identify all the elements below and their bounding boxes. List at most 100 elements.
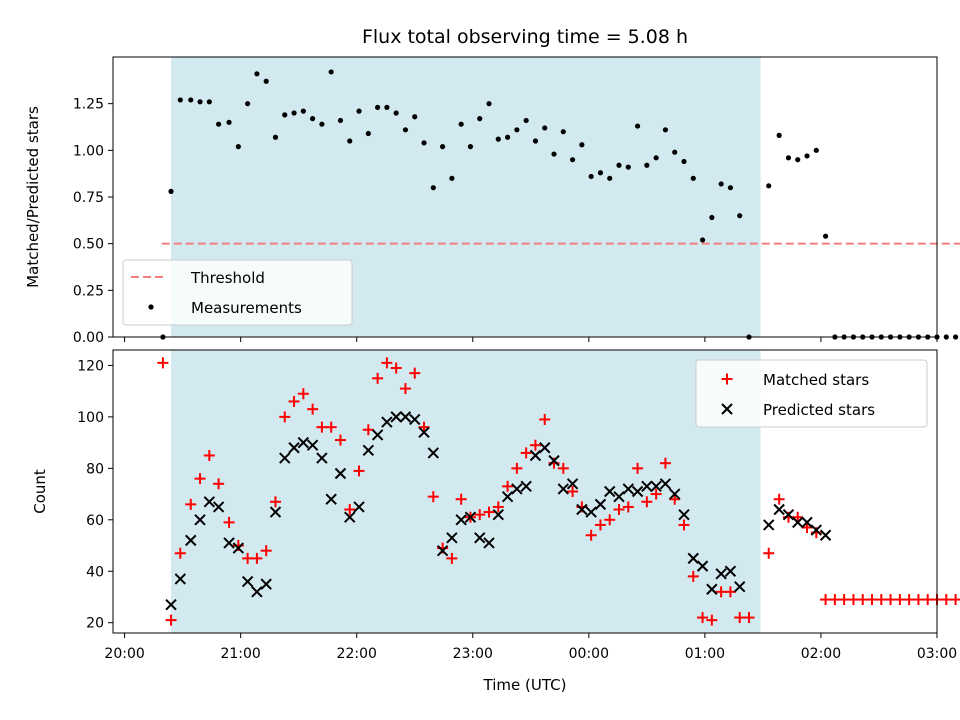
- measurement-point: [523, 117, 529, 124]
- legend-matched-swatch: [721, 373, 733, 385]
- legend-plus-marker: [721, 373, 733, 385]
- predicted-star-point: [399, 411, 412, 423]
- matched-star-point: [829, 594, 841, 606]
- predicted-star-point: [203, 496, 216, 508]
- matched-star-point: [502, 480, 514, 492]
- predicted-star-point: [501, 490, 514, 503]
- measurement-point: [804, 153, 810, 159]
- matched-star-point: [724, 586, 736, 598]
- predicted-star-point: [194, 514, 206, 526]
- matched-star-point: [585, 529, 597, 541]
- measurement-point: [375, 104, 381, 110]
- predicted-star-point: [174, 573, 187, 585]
- measurement-point: [737, 213, 743, 219]
- matched-star-point: [659, 457, 671, 469]
- predicted-star-point: [594, 498, 607, 511]
- predicted-star-point: [260, 578, 272, 590]
- predicted-star-point: [316, 452, 328, 464]
- matched-star-point: [715, 586, 727, 598]
- matched-star-point: [185, 498, 197, 510]
- predicted-star-point: [334, 467, 347, 480]
- matched-star-point: [474, 509, 486, 521]
- predicted-star-point: [659, 478, 672, 490]
- chart-title: Flux total observing time = 5.08 h: [362, 26, 688, 48]
- matched-star-point: [706, 614, 718, 626]
- predicted-star-point: [436, 544, 449, 557]
- measurement-point: [188, 97, 194, 103]
- predicted-star-point: [455, 514, 467, 526]
- measurement-point: [634, 123, 641, 129]
- x-tick-label: 02:00: [801, 646, 841, 662]
- measurement-point: [607, 175, 613, 181]
- measurement-point: [421, 140, 427, 146]
- matched-star-point: [260, 545, 272, 557]
- measurement-point: [653, 155, 659, 161]
- x-tick-label: 23:00: [453, 646, 493, 662]
- measurement-point: [681, 158, 687, 165]
- legend-measurements-swatch: [148, 304, 154, 310]
- predicted-star-point: [782, 508, 795, 521]
- ratio-y-tick-label: 0.00: [73, 330, 104, 346]
- predicted-star-point: [631, 485, 644, 498]
- matched-star-point: [885, 594, 897, 606]
- matched-star-point: [641, 496, 653, 508]
- predicted-star-point: [492, 508, 505, 521]
- measurement-point: [449, 175, 455, 181]
- matched-star-point: [773, 493, 785, 505]
- matched-star-point: [344, 504, 356, 516]
- measurement-point: [337, 117, 344, 124]
- measurement-point: [384, 104, 390, 110]
- matched-star-point: [446, 552, 458, 564]
- legend-matched-label: Matched stars: [763, 371, 869, 389]
- measurement-point: [551, 151, 557, 157]
- predicted-star-point: [576, 503, 588, 516]
- matched-star-point: [743, 612, 755, 624]
- measurement-point: [216, 121, 222, 127]
- matched-star-point: [297, 388, 309, 400]
- measurement-point: [412, 114, 418, 120]
- measurement-point: [254, 71, 260, 77]
- measurement-point: [560, 129, 566, 135]
- matched-star-point: [483, 506, 495, 518]
- predicted-star-point: [801, 516, 813, 529]
- measurement-point: [795, 157, 801, 163]
- measurement-point: [310, 116, 316, 122]
- measurement-point: [440, 144, 446, 150]
- matched-star-point: [279, 411, 291, 423]
- predicted-star-point: [371, 429, 384, 441]
- matched-star-point: [251, 552, 263, 564]
- matched-star-point: [223, 516, 235, 528]
- matched-star-point: [539, 413, 551, 425]
- count-y-tick-label: 100: [77, 410, 104, 426]
- matched-star-point: [427, 491, 439, 503]
- matched-star-point: [213, 478, 225, 490]
- matched-star-point: [307, 403, 319, 415]
- measurement-point: [467, 144, 474, 150]
- matched-star-point: [242, 552, 254, 564]
- predicted-star-point: [763, 519, 775, 531]
- ratio-y-axis-label: Matched/Predicted stars: [24, 106, 42, 288]
- measurement-point: [644, 162, 650, 168]
- measurement-point: [813, 147, 819, 153]
- predicted-star-point: [687, 552, 699, 565]
- measurement-point: [943, 334, 949, 340]
- predicted-star-point: [520, 480, 532, 493]
- matched-star-point: [390, 362, 402, 374]
- matched-star-point: [157, 357, 169, 369]
- predicted-star-point: [613, 490, 625, 503]
- count-y-tick-label: 20: [86, 616, 104, 632]
- predicted-star-point: [381, 416, 393, 428]
- matched-star-point: [857, 594, 869, 606]
- matched-star-point: [801, 522, 813, 534]
- matched-star-point: [529, 439, 541, 451]
- predicted-star-point: [548, 454, 560, 467]
- predicted-star-point: [185, 534, 197, 547]
- matched-star-point: [381, 357, 393, 369]
- x-tick-label: 22:00: [337, 646, 377, 662]
- predicted-star-point: [715, 568, 727, 580]
- measurement-point: [245, 101, 251, 107]
- measurement-point: [718, 181, 724, 187]
- legend-predicted-label: Predicted stars: [763, 401, 875, 419]
- matched-star-point: [678, 519, 690, 531]
- matched-star-point: [820, 594, 832, 606]
